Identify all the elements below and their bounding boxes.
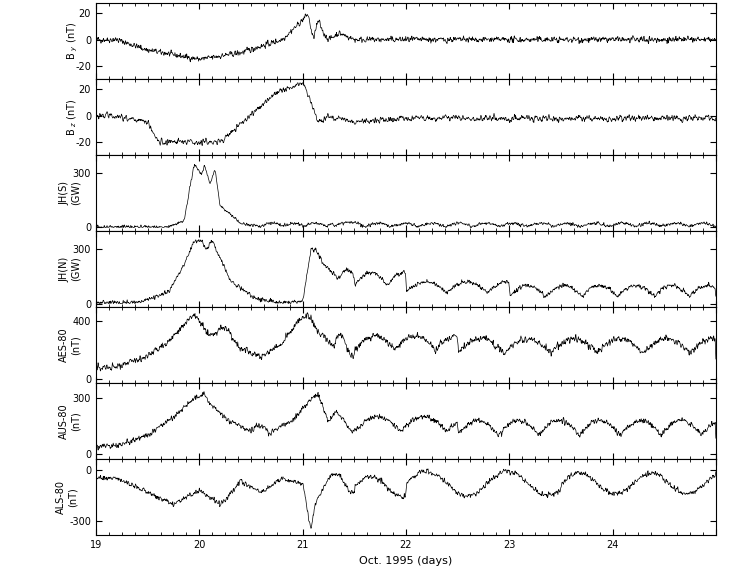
- X-axis label: Oct. 1995 (days): Oct. 1995 (days): [359, 556, 452, 566]
- Y-axis label: AES-80
(nT): AES-80 (nT): [59, 328, 80, 363]
- Y-axis label: JH(S)
(GW): JH(S) (GW): [59, 181, 80, 205]
- Y-axis label: B $_{y}$ (nT): B $_{y}$ (nT): [65, 22, 80, 60]
- Y-axis label: JH(N)
(GW): JH(N) (GW): [59, 256, 80, 282]
- Y-axis label: ALS-80
(nT): ALS-80 (nT): [55, 480, 77, 514]
- Y-axis label: AUS-80
(nT): AUS-80 (nT): [59, 404, 80, 439]
- Y-axis label: B $_{z}$ (nT): B $_{z}$ (nT): [66, 98, 79, 136]
